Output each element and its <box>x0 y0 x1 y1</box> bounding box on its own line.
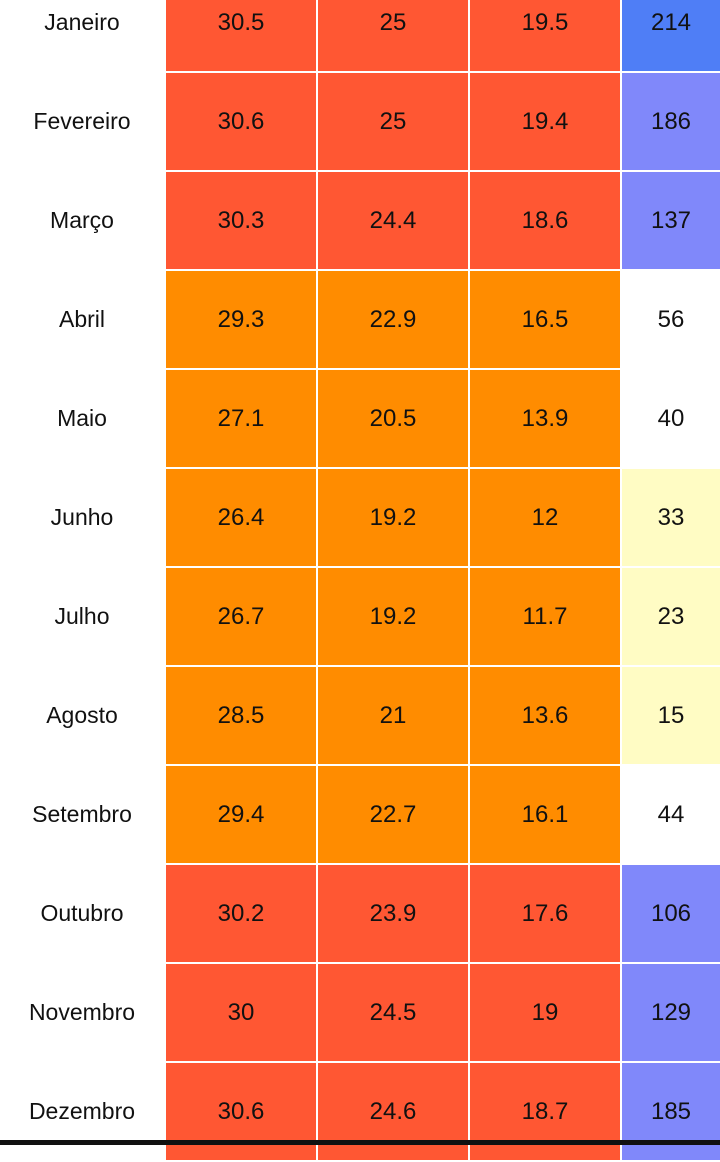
avg-temp-cell: 24.5 <box>318 964 470 1063</box>
min-temp-cell: 12 <box>470 469 622 568</box>
table-row: Abril 29.3 22.9 16.5 56 <box>0 271 720 370</box>
table-row: Dezembro 30.6 24.6 18.7 185 <box>0 1063 720 1162</box>
max-temp-cell: 27.1 <box>166 370 318 469</box>
table-row: Julho 26.7 19.2 11.7 23 <box>0 568 720 667</box>
month-cell: Janeiro <box>0 0 166 73</box>
min-temp-cell: 18.7 <box>470 1063 622 1162</box>
rainfall-cell: 137 <box>622 172 720 271</box>
avg-temp-cell: 22.9 <box>318 271 470 370</box>
min-temp-cell: 13.6 <box>470 667 622 766</box>
avg-temp-cell: 19.2 <box>318 469 470 568</box>
table-row: Setembro 29.4 22.7 16.1 44 <box>0 766 720 865</box>
rainfall-cell: 106 <box>622 865 720 964</box>
table-row: Junho 26.4 19.2 12 33 <box>0 469 720 568</box>
min-temp-cell: 19.5 <box>470 0 622 73</box>
max-temp-cell: 29.4 <box>166 766 318 865</box>
month-cell: Junho <box>0 469 166 568</box>
max-temp-cell: 29.3 <box>166 271 318 370</box>
table-row: Março 30.3 24.4 18.6 137 <box>0 172 720 271</box>
rainfall-cell: 56 <box>622 271 720 370</box>
min-temp-cell: 19.4 <box>470 73 622 172</box>
min-temp-cell: 19 <box>470 964 622 1063</box>
min-temp-cell: 18.6 <box>470 172 622 271</box>
avg-temp-cell: 20.5 <box>318 370 470 469</box>
table-row: Maio 27.1 20.5 13.9 40 <box>0 370 720 469</box>
avg-temp-cell: 22.7 <box>318 766 470 865</box>
max-temp-cell: 30.6 <box>166 1063 318 1162</box>
max-temp-cell: 30 <box>166 964 318 1063</box>
rainfall-cell: 15 <box>622 667 720 766</box>
max-temp-cell: 30.3 <box>166 172 318 271</box>
month-cell: Novembro <box>0 964 166 1063</box>
month-cell: Fevereiro <box>0 73 166 172</box>
max-temp-cell: 30.5 <box>166 0 318 73</box>
table-row: Novembro 30 24.5 19 129 <box>0 964 720 1063</box>
avg-temp-cell: 21 <box>318 667 470 766</box>
avg-temp-cell: 19.2 <box>318 568 470 667</box>
rainfall-cell: 214 <box>622 0 720 73</box>
table-row: Janeiro 30.5 25 19.5 214 <box>0 0 720 73</box>
month-cell: Julho <box>0 568 166 667</box>
rainfall-cell: 185 <box>622 1063 720 1162</box>
rainfall-cell: 40 <box>622 370 720 469</box>
avg-temp-cell: 24.6 <box>318 1063 470 1162</box>
month-cell: Maio <box>0 370 166 469</box>
max-temp-cell: 26.4 <box>166 469 318 568</box>
rainfall-cell: 129 <box>622 964 720 1063</box>
avg-temp-cell: 25 <box>318 73 470 172</box>
month-cell: Dezembro <box>0 1063 166 1162</box>
min-temp-cell: 16.5 <box>470 271 622 370</box>
rainfall-cell: 44 <box>622 766 720 865</box>
rainfall-cell: 186 <box>622 73 720 172</box>
min-temp-cell: 13.9 <box>470 370 622 469</box>
avg-temp-cell: 23.9 <box>318 865 470 964</box>
table-row: Fevereiro 30.6 25 19.4 186 <box>0 73 720 172</box>
min-temp-cell: 11.7 <box>470 568 622 667</box>
table-row: Outubro 30.2 23.9 17.6 106 <box>0 865 720 964</box>
max-temp-cell: 26.7 <box>166 568 318 667</box>
month-cell: Setembro <box>0 766 166 865</box>
rainfall-cell: 33 <box>622 469 720 568</box>
table-row: Agosto 28.5 21 13.6 15 <box>0 667 720 766</box>
month-cell: Outubro <box>0 865 166 964</box>
max-temp-cell: 28.5 <box>166 667 318 766</box>
avg-temp-cell: 25 <box>318 0 470 73</box>
rainfall-cell: 23 <box>622 568 720 667</box>
month-cell: Agosto <box>0 667 166 766</box>
max-temp-cell: 30.2 <box>166 865 318 964</box>
month-cell: Março <box>0 172 166 271</box>
avg-temp-cell: 24.4 <box>318 172 470 271</box>
month-cell: Abril <box>0 271 166 370</box>
max-temp-cell: 30.6 <box>166 73 318 172</box>
min-temp-cell: 16.1 <box>470 766 622 865</box>
bottom-border <box>0 1140 720 1145</box>
min-temp-cell: 17.6 <box>470 865 622 964</box>
